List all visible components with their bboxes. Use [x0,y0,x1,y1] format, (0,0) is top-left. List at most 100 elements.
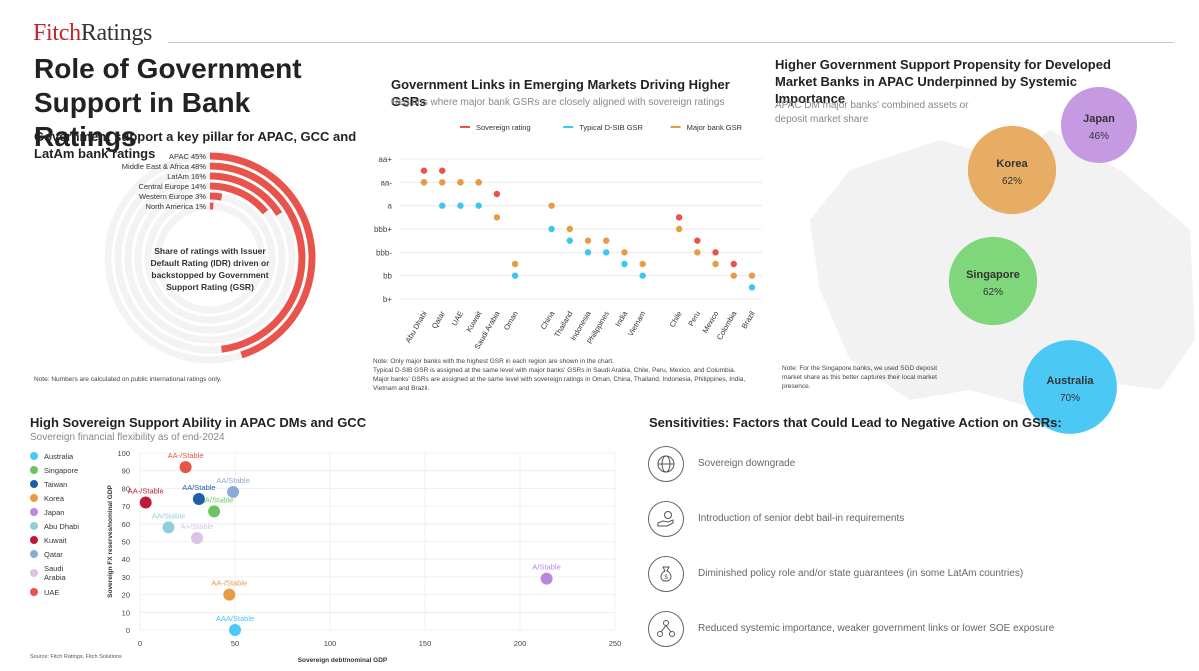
data-point [639,260,646,268]
panel2-note: Note: Only major banks with the highest … [373,358,746,392]
data-point [548,202,555,209]
x-tick-label: Peru [686,310,702,328]
money-bag-icon: $ [648,555,684,592]
scatter-point [208,505,221,518]
data-point [621,249,628,256]
point-label: AA/Stable [182,483,215,492]
data-point [584,249,592,256]
legend-dot [30,550,38,558]
x-tick-label: 50 [231,639,239,648]
network-icon [648,610,684,647]
legend-label: Qatar [44,549,63,559]
legend-item: Kuwait [30,533,110,547]
x-tick-label: Kuwait [464,309,484,334]
legend-dot [30,452,38,460]
bubble-name: Singapore [966,269,1020,281]
data-point [439,167,446,174]
legend-label: Korea [44,493,65,503]
data-point [457,202,464,209]
legend-label: UAE [44,587,60,597]
y-tick-label: 100 [117,449,130,458]
legend-dot [30,508,38,516]
data-point [730,260,737,268]
scatter-point [139,496,152,509]
point-label: AA-/Stable [211,579,247,588]
panel3-heading: Higher Government Support Propensity for… [775,57,1111,106]
sensitivity-item: Sovereign downgrade [648,436,1128,491]
data-point [475,179,482,186]
panel1-heading: Government support a key pillar for APAC… [34,129,357,161]
y-tick-label: bbb+ [374,225,392,234]
point-label: AA-/Stable [168,451,204,460]
legend-item: Japan [30,505,110,519]
legend-dot [30,588,38,596]
bubble-name: Japan [1083,113,1115,125]
legend-label: Kuwait [44,535,67,545]
bubble [1023,340,1117,434]
gsr-dot-chart: b+ bb bbb-bbb+ a aa-aa+ Sovereign rating Typic… [374,123,762,351]
point-label: AA-/Stable [128,487,164,496]
scatter-point [192,493,205,506]
scatter-point [162,521,175,534]
data-point [712,260,719,268]
data-point [566,225,573,233]
x-tick-label: 0 [138,639,142,648]
data-point [694,237,701,244]
y-tick-label: aa+ [378,155,392,164]
data-point [457,179,464,186]
x-tick-label: 150 [419,639,432,648]
point-label: AA/Stable [216,476,249,485]
scatter-point [227,485,240,498]
y-tick-label: 30 [122,573,130,582]
radial-bar [209,182,269,215]
x-tick-label: Oman [502,310,520,332]
x-tick-label: 250 [609,639,622,648]
bubble [967,125,1057,215]
point-label: A/Stable [532,563,560,572]
x-tick-label: UAE [450,310,466,328]
sovereign-legend: Australia Singapore Taiwan Korea Japan Abu Dh… [30,449,110,599]
legend-item: Korea [30,491,110,505]
x-tick-label: India [613,309,629,328]
y-tick-label: b+ [383,295,392,304]
data-point [493,214,501,221]
data-point [603,249,610,256]
legend-item: Singapore [30,463,110,477]
data-point [730,272,737,279]
sovereign-scatter-chart: 0 10 20 30 40 50 60 70 80 90 100 0 50 100 150 200 250 Sov… [107,449,622,664]
radial-label: LatAm 16% [167,172,206,181]
x-tick-label: China [539,309,557,331]
legend-label: Saudi Arabia [44,564,66,582]
y-tick-label: 0 [126,626,130,635]
sensitivity-item: Reduced systemic importance, weaker gove… [648,601,1128,656]
sensitivity-item: Introduction of senior debt bail-in requ… [648,491,1128,546]
data-point [439,202,446,209]
bubble-value: 62% [983,287,1003,298]
legend-label: Singapore [44,465,79,475]
panel4-subtitle: Sovereign financial flexibility as of en… [30,432,225,443]
bubble-name: Australia [1046,375,1094,387]
data-point [748,284,756,291]
legend-item: Abu Dhabi [30,519,110,533]
legend-label: Sovereign rating [476,123,531,132]
legend-label: Major bank GSR [687,123,743,132]
fitch-logo: FitchRatings [33,20,153,46]
scatter-point [540,572,553,585]
x-tick-label: 200 [514,639,527,648]
legend-item: Taiwan [30,477,110,491]
legend-dot [30,569,38,577]
globe-dollar-icon [648,445,684,482]
point-label: AAA/Stable [195,495,233,504]
x-tick-label: Vietnam [626,310,647,338]
sensitivity-text: Reduced systemic importance, weaker gove… [698,623,1055,634]
y-tick-label: 40 [122,555,130,564]
point-label: A+/Stable [181,522,214,531]
radial-bar [209,192,223,201]
legend-dot [30,480,38,488]
data-point [694,249,701,256]
y-tick-label: bb [383,272,392,281]
legend-label: Typical D-SIB GSR [579,123,643,132]
data-point [420,167,428,174]
scatter-point [223,588,236,601]
y-tick-label: 10 [122,608,130,617]
